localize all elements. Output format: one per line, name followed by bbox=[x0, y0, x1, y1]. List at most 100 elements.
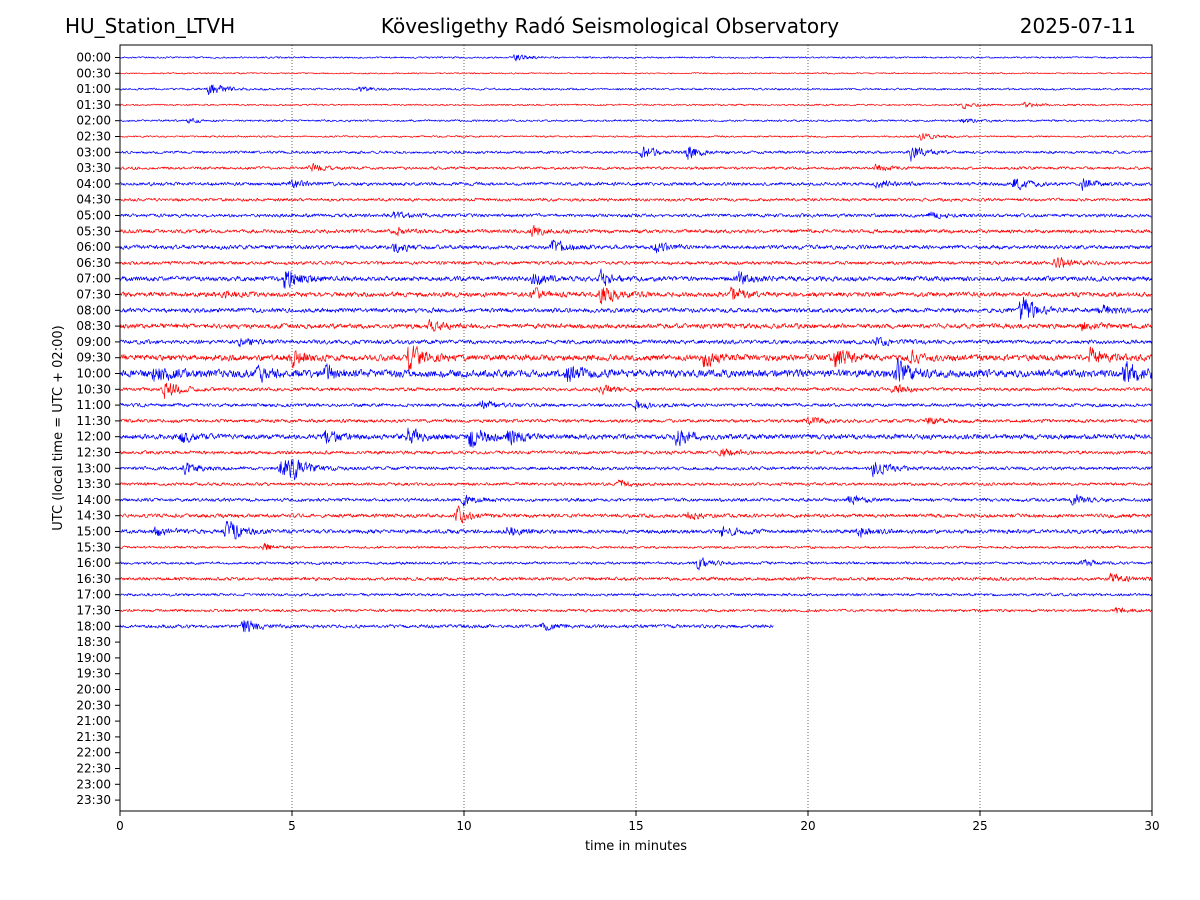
trace-line bbox=[119, 572, 1153, 582]
y-tick-label: 08:00 bbox=[76, 303, 111, 317]
date-title: 2025-07-11 bbox=[1019, 14, 1136, 38]
trace-line bbox=[119, 542, 1153, 551]
y-tick-label: 01:30 bbox=[76, 98, 111, 112]
observatory-title: Kövesligethy Radó Seismological Observat… bbox=[380, 14, 840, 38]
y-tick-label: 21:00 bbox=[76, 714, 111, 728]
trace-line bbox=[119, 336, 1153, 348]
y-tick-label: 03:30 bbox=[76, 161, 111, 175]
x-axis-ticks: 0 5 10 15 20 25 30 bbox=[116, 811, 1160, 833]
trace-line bbox=[119, 101, 1153, 110]
y-tick-label: 14:30 bbox=[76, 509, 111, 523]
y-tick-label: 02:00 bbox=[76, 114, 111, 128]
trace-line bbox=[119, 459, 1153, 481]
y-tick-label: 00:00 bbox=[76, 51, 111, 65]
y-tick-label: 01:00 bbox=[76, 82, 111, 96]
y-tick-label: 12:30 bbox=[76, 446, 111, 460]
plot-area bbox=[120, 45, 1152, 811]
y-tick-label: 22:00 bbox=[76, 746, 111, 760]
trace-line bbox=[119, 132, 1153, 141]
trace-line bbox=[119, 178, 1153, 191]
trace-line bbox=[119, 239, 1153, 254]
trace-line bbox=[119, 146, 1153, 162]
x-axis-label: time in minutes bbox=[585, 839, 687, 854]
y-tick-label: 10:30 bbox=[76, 382, 111, 396]
y-tick-label: 05:00 bbox=[76, 209, 111, 223]
trace-line bbox=[119, 84, 1153, 96]
y-tick-label: 18:00 bbox=[76, 619, 111, 633]
trace-line bbox=[119, 319, 1153, 332]
y-tick-label: 09:00 bbox=[76, 335, 111, 349]
x-tick-label: 15 bbox=[628, 819, 643, 833]
trace-group bbox=[119, 54, 1153, 633]
x-tick-label: 5 bbox=[288, 819, 296, 833]
y-tick-label: 12:00 bbox=[76, 430, 111, 444]
trace-line bbox=[119, 607, 1153, 614]
y-tick-label: 21:30 bbox=[76, 730, 111, 744]
y-tick-label: 04:00 bbox=[76, 177, 111, 191]
y-tick-label: 11:30 bbox=[76, 414, 111, 428]
x-tick-label: 30 bbox=[1144, 819, 1159, 833]
x-tick-label: 10 bbox=[456, 819, 471, 833]
y-tick-label: 00:30 bbox=[76, 66, 111, 80]
trace-line bbox=[119, 268, 1153, 289]
y-tick-label: 07:00 bbox=[76, 272, 111, 286]
y-tick-label: 15:30 bbox=[76, 540, 111, 554]
y-tick-label: 17:30 bbox=[76, 604, 111, 618]
trace-line bbox=[119, 257, 1153, 269]
trace-line bbox=[119, 382, 1153, 399]
y-tick-label: 08:30 bbox=[76, 319, 111, 333]
y-tick-label: 05:30 bbox=[76, 224, 111, 238]
trace-line bbox=[119, 296, 1153, 320]
trace-line bbox=[119, 448, 1153, 457]
y-tick-label: 22:30 bbox=[76, 762, 111, 776]
trace-line bbox=[119, 620, 774, 633]
trace-line bbox=[119, 592, 1153, 597]
y-tick-label: 13:00 bbox=[76, 461, 111, 475]
trace-line bbox=[119, 197, 1153, 202]
trace-line bbox=[119, 117, 1153, 124]
y-tick-label: 06:00 bbox=[76, 240, 111, 254]
y-tick-label: 03:00 bbox=[76, 145, 111, 159]
station-title: HU_Station_LTVH bbox=[65, 14, 236, 38]
trace-line bbox=[119, 224, 1153, 237]
y-tick-label: 04:30 bbox=[76, 193, 111, 207]
trace-line bbox=[119, 358, 1153, 383]
y-tick-label: 11:00 bbox=[76, 398, 111, 412]
trace-line bbox=[119, 479, 1153, 487]
y-tick-label: 20:00 bbox=[76, 683, 111, 697]
y-tick-label: 06:30 bbox=[76, 256, 111, 270]
trace-line bbox=[119, 427, 1153, 448]
y-tick-label: 19:30 bbox=[76, 667, 111, 681]
y-tick-label: 15:00 bbox=[76, 525, 111, 539]
trace-line bbox=[119, 163, 1153, 172]
trace-line bbox=[119, 494, 1153, 507]
y-tick-label: 18:30 bbox=[76, 635, 111, 649]
y-tick-label: 19:00 bbox=[76, 651, 111, 665]
y-tick-label: 10:00 bbox=[76, 367, 111, 381]
trace-line bbox=[119, 211, 1153, 220]
y-tick-label: 07:30 bbox=[76, 288, 111, 302]
trace-line bbox=[119, 54, 1153, 62]
trace-line bbox=[119, 345, 1153, 372]
plot-frame bbox=[119, 44, 1153, 812]
x-tick-label: 25 bbox=[972, 819, 987, 833]
y-tick-label: 23:00 bbox=[76, 777, 111, 791]
x-tick-label: 20 bbox=[800, 819, 815, 833]
trace-line bbox=[119, 557, 1153, 571]
y-tick-label: 14:00 bbox=[76, 493, 111, 507]
trace-line bbox=[119, 520, 1153, 540]
y-tick-label: 23:30 bbox=[76, 793, 111, 807]
trace-line bbox=[119, 72, 1153, 75]
trace-line bbox=[119, 505, 1153, 524]
y-tick-label: 17:00 bbox=[76, 588, 111, 602]
y-axis-label: UTC (local time = UTC + 02:00) bbox=[51, 325, 66, 530]
trace-line bbox=[119, 399, 1153, 411]
x-tick-label: 0 bbox=[116, 819, 124, 833]
y-tick-label: 16:00 bbox=[76, 556, 111, 570]
trace-line bbox=[119, 416, 1153, 426]
trace-line bbox=[119, 286, 1153, 305]
y-tick-label: 20:30 bbox=[76, 698, 111, 712]
y-tick-label: 09:30 bbox=[76, 351, 111, 365]
y-tick-label: 02:30 bbox=[76, 130, 111, 144]
